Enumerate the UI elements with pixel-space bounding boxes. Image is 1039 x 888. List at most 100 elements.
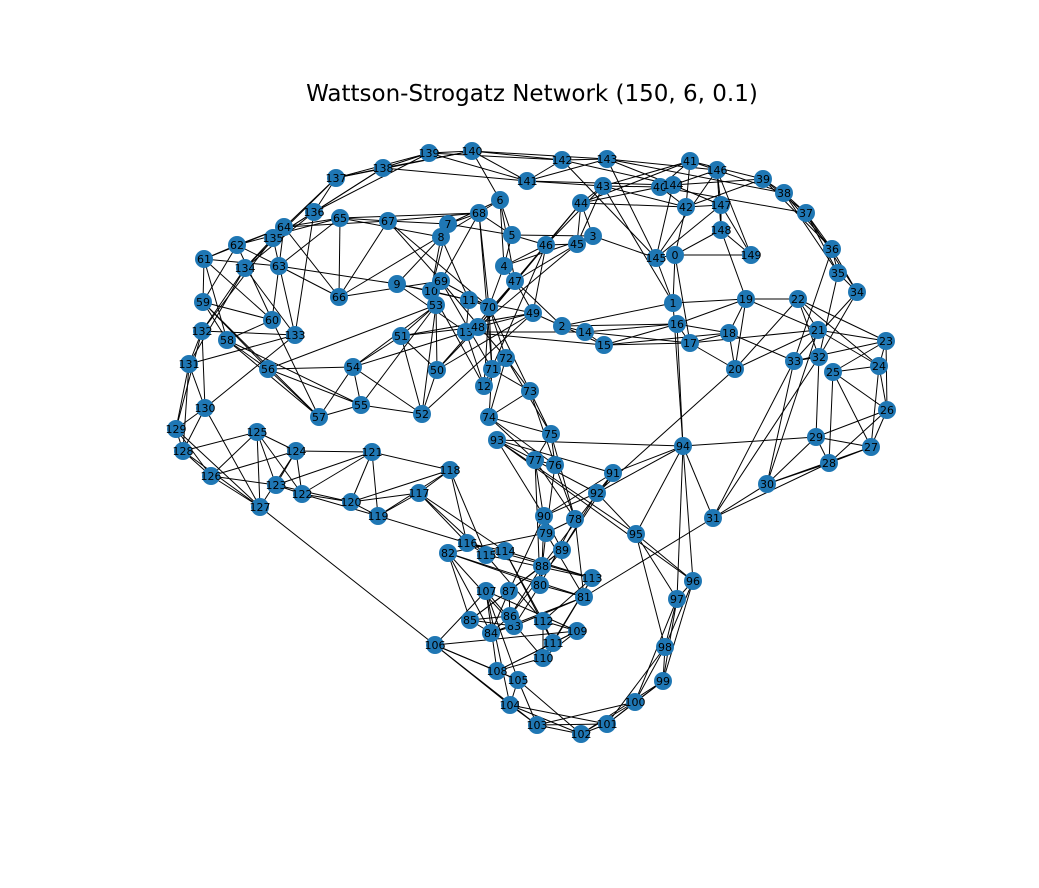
- edge-140-143: [471, 150, 608, 160]
- node-55: 55: [352, 396, 370, 414]
- edge-101-103: [536, 723, 608, 726]
- node-68: 68: [470, 204, 488, 222]
- node-109: 109: [567, 622, 588, 640]
- node-circle: [286, 326, 304, 344]
- node-label: 113: [582, 572, 603, 585]
- node-label: 66: [332, 291, 346, 304]
- node-circle: [870, 357, 888, 375]
- node-label: 10: [424, 285, 438, 298]
- edge-43-46: [545, 185, 604, 246]
- edge-147-149: [720, 204, 752, 256]
- node-74: 74: [480, 408, 498, 426]
- node-circle: [712, 196, 730, 214]
- node-circle: [275, 218, 293, 236]
- node-circle: [537, 524, 555, 542]
- edge-116-118: [449, 469, 468, 544]
- node-label: 140: [462, 145, 483, 158]
- edge-40-44: [580, 186, 661, 204]
- node-circle: [598, 715, 616, 733]
- node-26: 26: [878, 401, 896, 419]
- node-31: 31: [704, 509, 722, 527]
- node-circle: [877, 332, 895, 350]
- node-42: 42: [677, 198, 695, 216]
- node-15: 15: [595, 336, 613, 354]
- edge-115-118: [449, 469, 487, 556]
- node-label: 114: [495, 545, 516, 558]
- edge-74-77: [488, 416, 536, 461]
- edge-67-68: [387, 212, 480, 222]
- node-label: 71: [485, 363, 499, 376]
- edge-12-13: [465, 331, 485, 387]
- node-circle: [506, 272, 524, 290]
- edge-122-125: [256, 431, 303, 495]
- edge-120-123: [275, 484, 352, 503]
- node-circle: [432, 228, 450, 246]
- edge-38-41: [689, 160, 785, 194]
- edge-1-2: [561, 302, 674, 327]
- node-123: 123: [266, 476, 287, 494]
- edge-20-22: [734, 298, 799, 370]
- node-139: 139: [419, 144, 440, 162]
- node-80: 80: [531, 576, 549, 594]
- node-circle: [664, 176, 682, 194]
- edge-25-27: [832, 371, 872, 448]
- node-label: 16: [670, 318, 684, 331]
- node-circle: [491, 191, 509, 209]
- edge-60-62: [236, 244, 273, 321]
- node-label: 63: [272, 260, 286, 273]
- node-circle: [848, 283, 866, 301]
- edge-53-55: [360, 304, 437, 406]
- node-circle: [568, 235, 586, 253]
- node-circle: [344, 358, 362, 376]
- node-circle: [604, 464, 622, 482]
- edge-132-134: [201, 267, 246, 332]
- edge-133-134: [244, 267, 296, 336]
- edge-41-43: [602, 160, 691, 187]
- node-circle: [566, 510, 584, 528]
- node-77: 77: [526, 451, 544, 469]
- node-110: 110: [533, 649, 554, 667]
- node-circle: [862, 438, 880, 456]
- edge-139-142: [428, 152, 563, 161]
- node-label: 149: [741, 249, 762, 262]
- node-circle: [775, 184, 793, 202]
- edge-131-134: [188, 267, 246, 365]
- node-label: 134: [235, 262, 256, 275]
- edge-143-146: [606, 158, 718, 171]
- node-label: 37: [799, 207, 813, 220]
- node-label: 14: [578, 326, 592, 339]
- edge-1-43: [602, 185, 674, 304]
- node-91: 91: [604, 464, 622, 482]
- edge-90-91: [543, 472, 614, 517]
- node-12: 12: [475, 377, 493, 395]
- node-label: 136: [304, 206, 325, 219]
- node-circle: [677, 198, 695, 216]
- node-label: 101: [597, 718, 618, 731]
- node-label: 49: [526, 307, 540, 320]
- node-circle: [236, 259, 254, 277]
- node-label: 100: [625, 696, 646, 709]
- node-circle: [496, 542, 514, 560]
- node-circle: [196, 399, 214, 417]
- node-label: 2: [559, 320, 566, 333]
- edge-126-127: [210, 475, 261, 508]
- edge-28-30: [766, 462, 830, 485]
- node-27: 27: [862, 438, 880, 456]
- node-label: 50: [430, 364, 444, 377]
- node-label: 82: [441, 547, 455, 560]
- node-95: 95: [627, 525, 645, 543]
- node-label: 5: [509, 229, 516, 242]
- edge-14-16: [584, 323, 678, 333]
- edge-33-36: [793, 248, 833, 362]
- edge-25-26: [832, 371, 888, 411]
- node-label: 97: [670, 593, 684, 606]
- node-label: 23: [879, 335, 893, 348]
- node-circle: [331, 209, 349, 227]
- node-label: 3: [590, 230, 597, 243]
- edge-3-145: [592, 235, 657, 259]
- edge-139-141: [428, 152, 528, 182]
- node-circle: [684, 572, 702, 590]
- edge-118-120: [350, 469, 451, 503]
- edge-92-95: [596, 492, 637, 535]
